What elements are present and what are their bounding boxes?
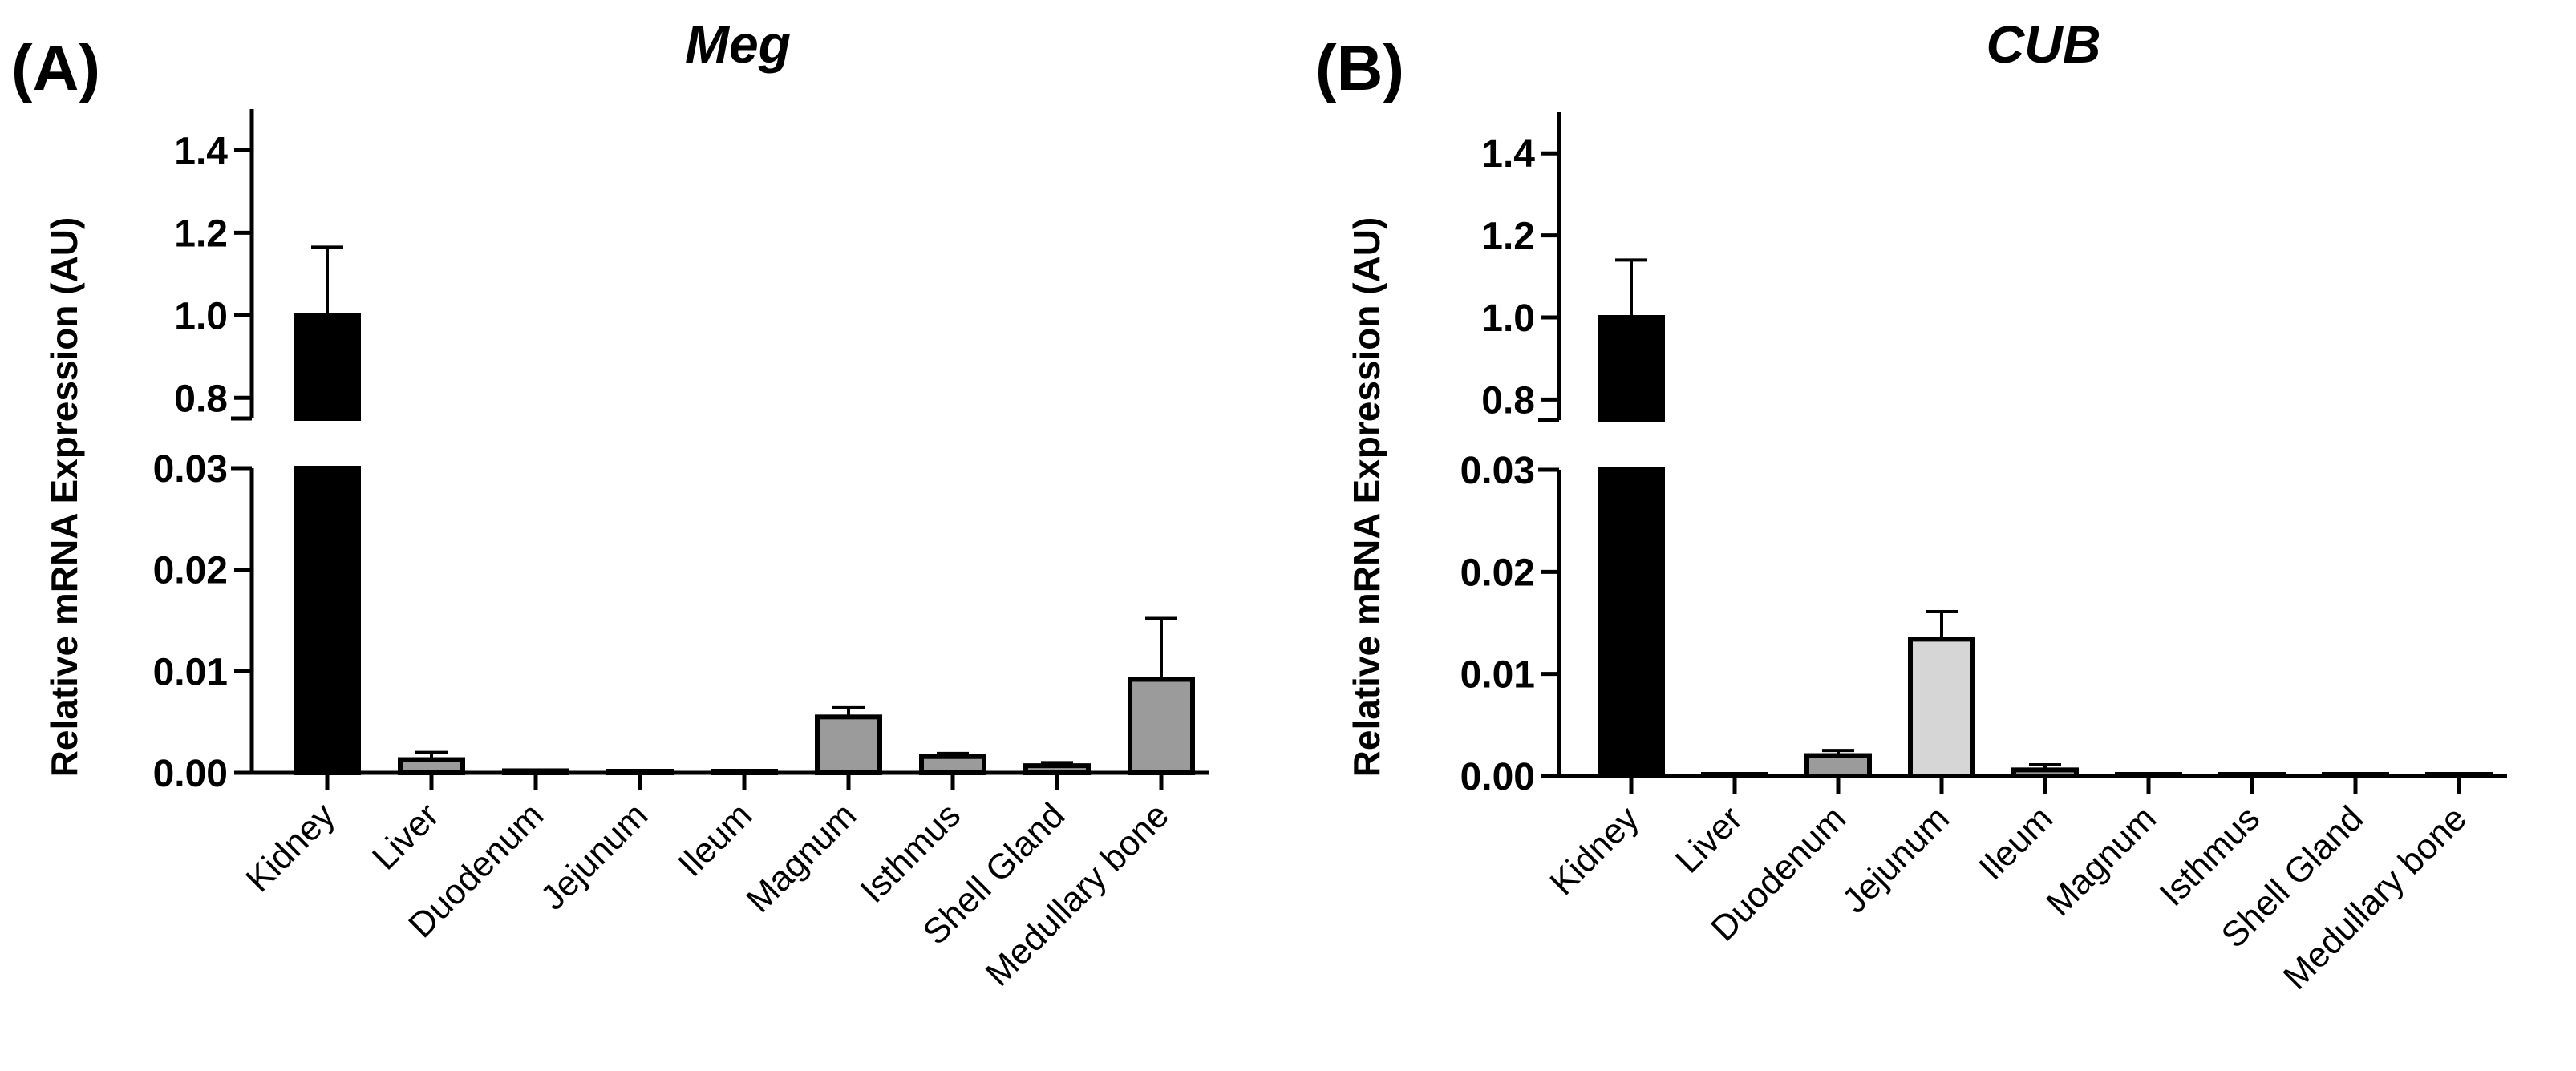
x-tick-label: Liver [1668, 798, 1750, 880]
y-tick-label: 0.02 [1460, 552, 1535, 594]
y-tick-label: 1.0 [1481, 297, 1535, 340]
bar [398, 757, 465, 775]
bar-upper-segment [1598, 315, 1665, 422]
x-tick-label: Magnum [739, 795, 864, 920]
bar [502, 768, 569, 776]
y-tick-label: 0.00 [1460, 756, 1535, 798]
y-tick-label: 1.4 [1481, 133, 1535, 176]
y-axis-label: Relative mRNA Expression (AU) [1346, 217, 1387, 778]
y-tick-label: 0.00 [153, 753, 228, 795]
panel-b: (B) CUB Relative mRNA Expression (AU) 0.… [1315, 14, 2507, 997]
y-tick-label: 0.01 [1460, 654, 1535, 697]
x-tick-label: Jejunum [533, 795, 655, 917]
x-tick-label: Kidney [1542, 798, 1646, 903]
panel-a: (A) Meg Relative mRNA Expression (AU) 0.… [11, 14, 1209, 994]
y-tick-label: 1.4 [174, 130, 228, 172]
x-tick-label: Ileum [670, 795, 759, 884]
y-axis-label: Relative mRNA Expression (AU) [43, 217, 85, 778]
bar [1701, 772, 1768, 778]
bar-lower-segment [294, 466, 361, 775]
y-tick-label: 0.8 [1481, 379, 1535, 422]
bar [711, 769, 778, 775]
chart-title: CUB [1987, 14, 2101, 74]
bar [919, 754, 986, 776]
bar [606, 769, 674, 775]
y-tick-label: 0.03 [1460, 450, 1535, 492]
y-tick-label: 0.02 [153, 550, 228, 592]
bar [2322, 772, 2389, 778]
bar [2011, 767, 2079, 778]
y-tick-label: 1.0 [174, 295, 228, 337]
y-tick-label: 1.2 [1481, 216, 1535, 258]
panel-label: (B) [1315, 32, 1404, 103]
y-tick-label: 0.03 [153, 448, 228, 491]
bar-upper-segment [294, 313, 361, 422]
y-tick-label: 0.8 [174, 378, 228, 420]
bar [815, 714, 882, 775]
bar [1908, 637, 1975, 779]
x-tick-label: Jejunum [1835, 798, 1957, 920]
x-tick-label: Medullary bone [978, 795, 1177, 993]
bar [2218, 772, 2286, 778]
x-tick-label: Kidney [238, 795, 342, 899]
bar-lower-segment [1598, 467, 1665, 778]
y-tick-label: 0.01 [153, 651, 228, 693]
x-tick-label: Magnum [2039, 798, 2164, 923]
x-tick-label: Liver [365, 795, 447, 877]
bar [2425, 772, 2493, 778]
bar [2115, 772, 2182, 778]
bar [1804, 753, 1872, 778]
x-tick-label: Ileum [1971, 798, 2060, 887]
y-tick-label: 1.2 [174, 212, 228, 255]
x-tick-label: Medullary bone [2276, 798, 2474, 996]
chart-title: Meg [685, 14, 791, 74]
panel-label: (A) [11, 32, 100, 103]
bar [1023, 763, 1091, 776]
bar [1128, 677, 1195, 776]
